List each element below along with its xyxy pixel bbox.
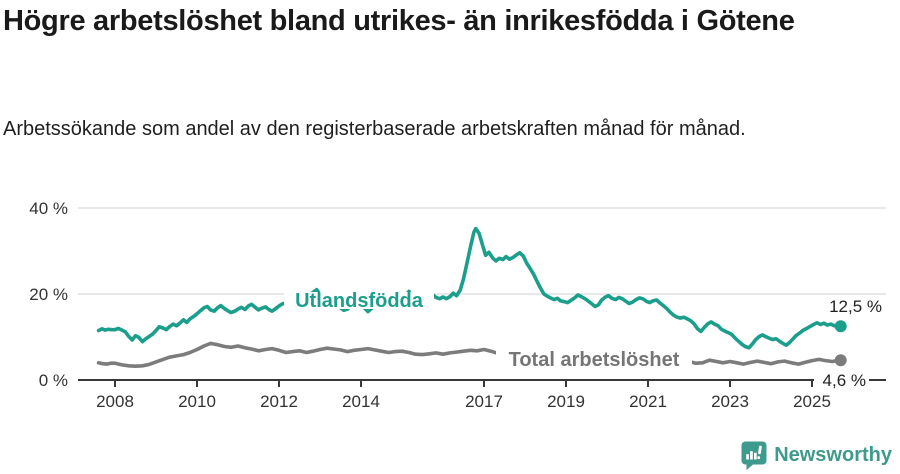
chart-subtitle: Arbetssökande som andel av den registerb… — [3, 118, 746, 140]
newsworthy-brand: Newsworthy — [741, 439, 892, 471]
series-end-dot — [834, 320, 847, 333]
x-axis-tick-label: 2019 — [547, 392, 585, 411]
series-inline-label: Total arbetslöshet — [509, 349, 680, 371]
y-axis-tick-label: 20 % — [29, 285, 68, 304]
newsworthy-logo-icon — [741, 441, 767, 470]
x-axis-tick-label: 2012 — [260, 392, 298, 411]
y-axis-tick-label: 40 % — [29, 199, 68, 218]
series-end-value-label: 12,5 % — [829, 297, 882, 316]
series-label-mask — [496, 351, 692, 369]
x-axis-tick-label: 2014 — [342, 392, 380, 411]
x-axis-tick-label: 2025 — [793, 392, 831, 411]
x-axis-tick-label: 2008 — [96, 392, 134, 411]
series-end-dot — [834, 354, 847, 367]
page-title: Högre arbetslöshet bland utrikes- än inr… — [3, 5, 795, 37]
series-label-mask — [284, 292, 434, 309]
series-line-utlandsf-dda — [96, 226, 843, 350]
x-axis-tick-label: 2023 — [711, 392, 749, 411]
x-axis-tick-label: 2021 — [629, 392, 667, 411]
series-end-value-label: 4,6 % — [823, 371, 866, 390]
x-axis-tick-label: 2017 — [465, 392, 503, 411]
y-axis-tick-label: 0 % — [39, 371, 68, 390]
series-inline-label: Utlandsfödda — [295, 290, 424, 312]
end-label-mask — [814, 372, 869, 388]
series-line-total-arbetsl-shet — [96, 341, 843, 368]
x-axis-tick-label: 2010 — [178, 392, 216, 411]
brand-name: Newsworthy — [774, 443, 892, 466]
